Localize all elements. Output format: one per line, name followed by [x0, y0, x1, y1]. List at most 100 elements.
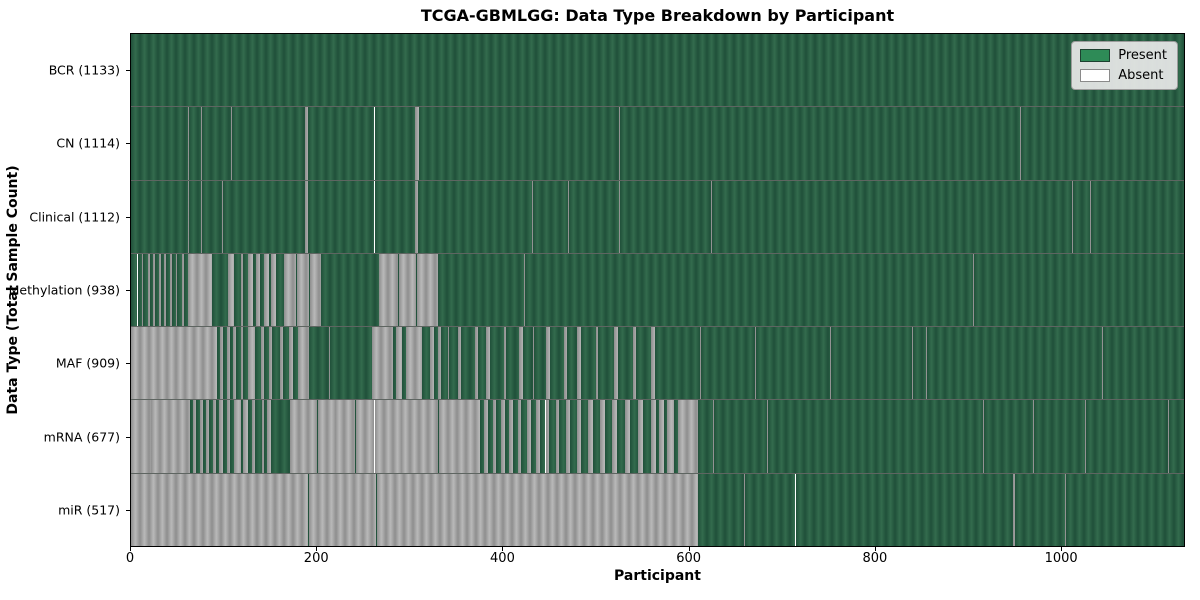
- present-segment: [1073, 180, 1091, 253]
- ytick-mark: [126, 69, 130, 71]
- row-CN: [131, 106, 1184, 180]
- present-segment: [630, 400, 639, 473]
- present-segment: [254, 400, 263, 473]
- absent-segment: [1090, 180, 1092, 253]
- present-segment: [271, 400, 290, 473]
- ytick-mark: [126, 143, 130, 145]
- present-segment: [700, 327, 755, 400]
- absent-segment: [438, 400, 481, 473]
- absent-segment: [600, 400, 605, 473]
- absent-segment: [567, 180, 569, 253]
- present-segment: [525, 253, 973, 327]
- absent-segment: [233, 327, 236, 400]
- absent-segment: [142, 253, 144, 327]
- absent-segment: [1168, 400, 1170, 473]
- ytick-label-Clinical: Clinical (1112): [29, 209, 120, 225]
- present-segment: [711, 180, 1073, 253]
- present-segment: [400, 400, 402, 473]
- present-segment: [131, 253, 137, 327]
- chart-title: TCGA-GBMLGG: Data Type Breakdown by Part…: [420, 6, 895, 25]
- present-segment: [215, 400, 220, 473]
- absent-segment: [618, 180, 620, 253]
- ytick-label-CN: CN (1114): [56, 135, 120, 151]
- absent-segment: [532, 180, 534, 253]
- absent-swatch: [1080, 69, 1111, 82]
- present-segment: [149, 253, 154, 327]
- present-segment: [334, 400, 336, 473]
- absent-segment: [164, 253, 167, 327]
- present-segment: [234, 253, 241, 327]
- absent-segment: [474, 327, 478, 400]
- present-segment: [229, 327, 234, 400]
- present-segment: [236, 327, 241, 400]
- present-segment: [150, 400, 152, 473]
- absent-segment: [618, 107, 620, 180]
- present-segment: [296, 253, 298, 327]
- ytick-label-miR: miR (517): [58, 502, 120, 518]
- absent-segment: [667, 400, 674, 473]
- absent-segment: [151, 400, 191, 473]
- present-segment: [374, 180, 416, 253]
- present-segment: [568, 180, 619, 253]
- absent-segment: [288, 327, 293, 400]
- absent-segment: [226, 327, 230, 400]
- present-segment: [487, 400, 493, 473]
- xtick-mark: [502, 547, 504, 551]
- legend-label-absent: Absent: [1118, 68, 1164, 83]
- absent-segment: [304, 107, 308, 180]
- present-segment: [202, 400, 207, 473]
- absent-segment: [268, 327, 273, 400]
- absent-segment: [545, 400, 550, 473]
- present-segment: [504, 400, 510, 473]
- xtick-label-200: 200: [303, 551, 329, 566]
- absent-segment: [401, 400, 438, 473]
- present-segment: [496, 400, 501, 473]
- row-mRNA: [131, 399, 1184, 473]
- absent-segment: [829, 327, 831, 400]
- absent-segment: [266, 400, 272, 473]
- present-segment: [196, 400, 200, 473]
- absent-segment: [437, 327, 442, 400]
- absent-segment: [328, 327, 330, 400]
- present-segment: [592, 400, 601, 473]
- absent-segment: [519, 327, 524, 400]
- absent-segment: [973, 253, 974, 327]
- present-segment: [166, 253, 171, 327]
- present-segment: [448, 327, 459, 400]
- absent-segment: [651, 327, 656, 400]
- present-segment: [580, 400, 589, 473]
- legend: Present Absent: [1071, 41, 1178, 90]
- present-segment: [643, 400, 652, 473]
- absent-segment: [632, 327, 636, 400]
- present-segment: [477, 327, 487, 400]
- present-segment: [655, 327, 700, 400]
- present-segment: [275, 253, 285, 327]
- absent-segment: [678, 400, 698, 473]
- absent-segment: [131, 400, 151, 473]
- absent-segment: [766, 400, 768, 473]
- present-segment: [663, 400, 668, 473]
- absent-segment: [1085, 400, 1087, 473]
- absent-segment: [158, 253, 161, 327]
- absent-segment: [310, 253, 321, 327]
- absent-segment: [308, 473, 377, 546]
- present-segment: [984, 400, 1034, 473]
- present-segment: [232, 107, 305, 180]
- present-segment: [143, 253, 148, 327]
- y-axis-label: Data Type (Total Sample Count): [5, 165, 21, 415]
- present-segment: [354, 400, 356, 473]
- xtick-label-1000: 1000: [1044, 551, 1078, 566]
- present-segment: [209, 400, 213, 473]
- present-segment: [1034, 400, 1086, 473]
- absent-segment: [170, 253, 172, 327]
- absent-segment: [699, 327, 701, 400]
- present-segment: [912, 327, 926, 400]
- absent-segment: [458, 327, 461, 400]
- present-segment: [263, 327, 269, 400]
- present-segment: [437, 400, 439, 473]
- present-segment: [656, 400, 659, 473]
- present-segment: [549, 400, 556, 473]
- present-segment: [307, 473, 309, 546]
- absent-segment: [206, 400, 210, 473]
